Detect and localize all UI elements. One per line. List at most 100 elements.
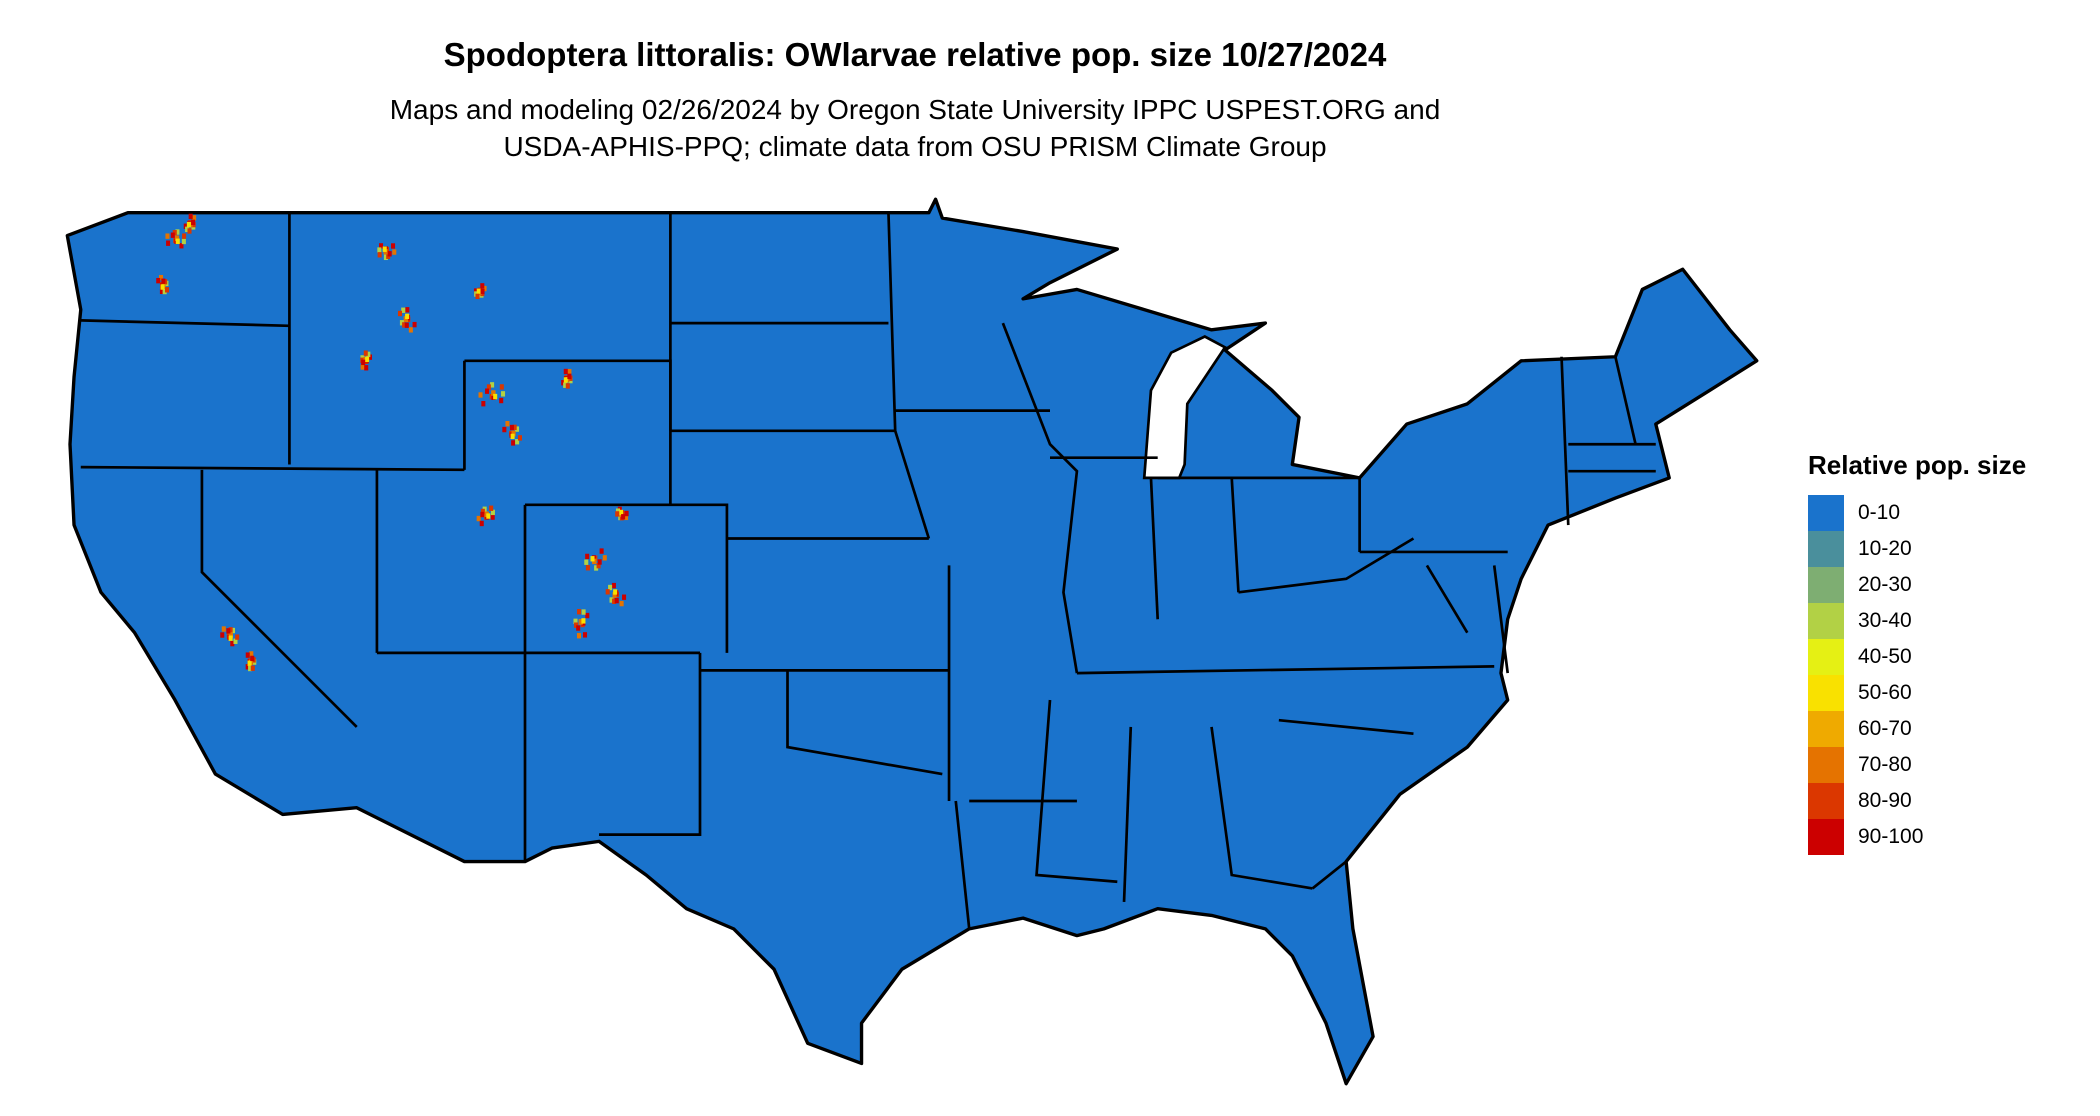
state-boundary bbox=[1210, 726, 1313, 890]
hotspot-cell bbox=[574, 622, 579, 628]
hotspot-cell bbox=[490, 514, 495, 520]
hotspot-cell bbox=[230, 640, 235, 647]
hotspot-cell bbox=[245, 664, 250, 670]
hotspot-cell bbox=[377, 247, 382, 253]
hotspot-cell bbox=[563, 368, 568, 375]
hotspot-cell bbox=[165, 233, 170, 239]
legend-swatch bbox=[1808, 675, 1844, 711]
hotspot-cell bbox=[391, 243, 396, 249]
hotspot-cell bbox=[624, 510, 629, 517]
state-boundary bbox=[1311, 860, 1347, 890]
hotspot-cell bbox=[228, 635, 233, 641]
hotspot-cell bbox=[490, 509, 495, 516]
hotspot-cell bbox=[364, 365, 369, 371]
hotspot-cell bbox=[175, 238, 180, 244]
hotspot-cell bbox=[517, 435, 522, 441]
hotspot-cell bbox=[479, 520, 484, 527]
legend-swatch bbox=[1808, 495, 1844, 531]
hotspot-cell bbox=[159, 274, 164, 281]
hotspot-cell bbox=[250, 655, 255, 662]
hotspot-cell bbox=[476, 288, 481, 294]
hotspot-cell bbox=[191, 219, 196, 226]
state-boundary bbox=[1149, 477, 1160, 620]
hotspot-cell bbox=[226, 628, 231, 634]
hotspot-cell bbox=[485, 388, 490, 394]
hotspot-cell bbox=[576, 633, 582, 639]
hotspot-cell bbox=[486, 384, 491, 390]
hotspot-cell bbox=[599, 548, 604, 554]
hotspot-cell bbox=[387, 251, 392, 257]
state-boundary bbox=[1614, 356, 1637, 445]
legend-item: 70-80 bbox=[1808, 747, 2026, 783]
legend-item: 20-30 bbox=[1808, 567, 2026, 603]
legend-title: Relative pop. size bbox=[1808, 450, 2027, 480]
hotspot-cell bbox=[475, 293, 480, 300]
hotspot-cell bbox=[515, 439, 520, 445]
map-title: Spodoptera littoralis: OWlarvae relative… bbox=[443, 36, 1387, 73]
hotspot-cell bbox=[187, 228, 192, 234]
hotspot-cell bbox=[365, 356, 370, 363]
state-boundary bbox=[1076, 665, 1495, 675]
hotspot-cell bbox=[612, 598, 617, 604]
legend-item: 0-10 bbox=[1808, 495, 2026, 531]
hotspot-cell bbox=[512, 424, 517, 431]
legend-label: 70-80 bbox=[1858, 753, 1912, 776]
hotspot-cell bbox=[165, 287, 170, 293]
hotspot-cell bbox=[160, 284, 165, 290]
hotspot-cell bbox=[605, 589, 610, 595]
hotspot-cell bbox=[249, 651, 254, 657]
hotspot-cell bbox=[499, 384, 504, 390]
legend-swatch bbox=[1808, 639, 1844, 675]
hotspot-cell bbox=[515, 426, 520, 432]
hotspot-cell bbox=[510, 433, 515, 440]
hotspot-cell bbox=[175, 229, 180, 235]
hotspot-cell bbox=[366, 351, 371, 358]
state-boundary bbox=[887, 212, 931, 539]
hotspot-cell bbox=[188, 213, 193, 220]
hotspot-cell bbox=[614, 597, 619, 604]
legend-swatch bbox=[1808, 603, 1844, 639]
hotspot-cell bbox=[476, 515, 481, 522]
hotspot-cell bbox=[159, 288, 164, 295]
hotspot-cell bbox=[166, 240, 171, 246]
legend-label: 80-90 bbox=[1858, 789, 1912, 812]
hotspot-cell bbox=[228, 627, 233, 633]
state-boundary bbox=[1157, 476, 1240, 593]
legend-label: 90-100 bbox=[1858, 825, 1924, 848]
hotspot-cell bbox=[619, 600, 624, 607]
hotspot-cell bbox=[499, 397, 504, 404]
legend-swatch bbox=[1808, 531, 1844, 567]
hotspot-cell bbox=[360, 364, 365, 370]
legend-swatch bbox=[1808, 819, 1844, 855]
hotspot-cell bbox=[480, 288, 485, 295]
hotspots bbox=[156, 213, 629, 672]
hotspot-cell bbox=[402, 322, 407, 328]
hotspot-cell bbox=[403, 316, 408, 322]
hotspot-cell bbox=[491, 390, 496, 396]
hotspot-cell bbox=[161, 278, 166, 284]
hotspot-cell bbox=[412, 321, 417, 328]
state-boundary bbox=[954, 800, 971, 930]
state-boundary bbox=[80, 465, 465, 472]
hotspot-cell bbox=[608, 584, 613, 591]
hotspot-cell bbox=[502, 426, 507, 433]
hotspot-cell bbox=[245, 652, 250, 658]
legend-item: 10-20 bbox=[1808, 531, 2026, 567]
state-boundary bbox=[1122, 726, 1133, 902]
hotspot-cell bbox=[590, 556, 595, 562]
hotspot-cell bbox=[233, 638, 238, 644]
state-boundaries bbox=[80, 212, 1656, 930]
legend-item: 50-60 bbox=[1808, 675, 2026, 711]
legend-label: 20-30 bbox=[1858, 573, 1912, 596]
hotspot-cell bbox=[594, 565, 599, 571]
hotspot-cell bbox=[408, 327, 413, 333]
legend-swatch bbox=[1808, 567, 1844, 603]
hotspot-cell bbox=[597, 559, 602, 565]
legend-item: 30-40 bbox=[1808, 603, 2026, 639]
hotspot-cell bbox=[480, 508, 485, 515]
hotspot-cell bbox=[509, 424, 514, 431]
hotspot-cell bbox=[565, 383, 570, 389]
state-boundary bbox=[786, 670, 943, 776]
hotspot-cell bbox=[175, 235, 180, 241]
